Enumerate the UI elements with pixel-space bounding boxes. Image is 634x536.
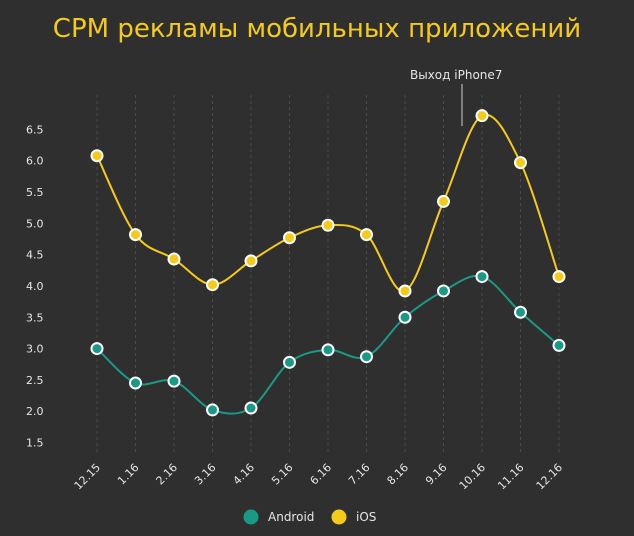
android-data-point — [552, 338, 566, 352]
android-data-point — [475, 270, 489, 284]
x-tick-label: 10.16 — [457, 461, 488, 492]
android-data-point — [206, 403, 219, 417]
x-tick-label: 8.16 — [385, 461, 412, 488]
annotation-label: Выход iPhone7 — [410, 68, 502, 82]
ios-data-point — [360, 228, 373, 242]
legend-android-label: Android — [268, 510, 314, 524]
android-data-point — [90, 342, 104, 356]
y-tick-label: 4.0 — [26, 280, 44, 293]
ios-data-point — [398, 284, 412, 298]
android-data-point — [283, 355, 296, 369]
android-data-point — [514, 305, 527, 319]
x-tick-label: 3.16 — [192, 461, 219, 488]
ios-data-point — [129, 228, 142, 242]
ios-data-point — [321, 218, 335, 232]
legend-ios-label: iOS — [356, 510, 376, 524]
y-tick-label: 3.5 — [26, 311, 44, 324]
android-data-point — [437, 284, 450, 298]
chart-title: CPM рекламы мобильных приложений — [52, 14, 582, 44]
y-tick-label: 6.0 — [26, 155, 44, 168]
y-tick-label: 6.5 — [26, 123, 44, 136]
y-tick-label: 2.0 — [26, 405, 44, 418]
y-tick-label: 4.5 — [26, 249, 44, 262]
x-tick-label: 12.15 — [72, 461, 103, 492]
ios-data-point — [437, 194, 450, 208]
x-tick-label: 9.16 — [423, 461, 450, 488]
ios-data-point — [206, 278, 219, 292]
android-data-point — [167, 374, 181, 388]
ios-data-point — [475, 109, 489, 123]
ios-data-point — [552, 270, 566, 284]
y-tick-label: 3.0 — [26, 343, 44, 356]
x-tick-label: 2.16 — [154, 461, 181, 488]
android-data-point — [398, 310, 412, 324]
x-tick-label: 1.16 — [115, 461, 142, 488]
ios-data-point — [283, 231, 296, 245]
ios-data-point — [90, 149, 104, 163]
legend-ios-swatch — [331, 509, 347, 525]
ios-data-point — [167, 252, 181, 266]
android-data-point — [244, 401, 258, 415]
x-tick-label: 7.16 — [346, 461, 373, 488]
x-tick-label: 11.16 — [495, 461, 526, 492]
y-tick-label: 5.0 — [26, 217, 44, 230]
y-tick-label: 2.5 — [26, 374, 44, 387]
y-tick-label: 5.5 — [26, 186, 44, 199]
legend-android-swatch — [243, 509, 259, 525]
ios-data-point — [514, 156, 527, 170]
x-tick-label: 4.16 — [231, 461, 258, 488]
android-data-point — [129, 376, 142, 390]
android-data-point — [321, 343, 335, 357]
y-tick-label: 1.5 — [26, 436, 44, 449]
x-tick-label: 12.16 — [534, 461, 565, 492]
ios-data-point — [244, 254, 258, 268]
android-data-point — [360, 350, 373, 364]
x-tick-label: 6.16 — [308, 461, 335, 488]
x-tick-label: 5.16 — [269, 461, 296, 488]
